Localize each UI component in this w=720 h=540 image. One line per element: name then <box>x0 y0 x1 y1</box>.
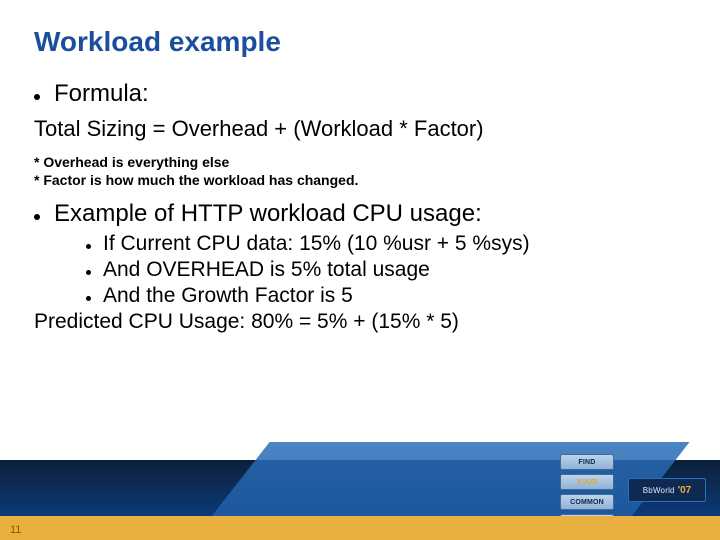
badge-label: YOUR <box>576 479 597 486</box>
predicted-text: Predicted CPU Usage: 80% = 5% + (15% * 5… <box>34 310 686 334</box>
example-heading: Example of HTTP workload CPU usage: <box>54 200 482 228</box>
logo: BbWorld '07 <box>628 478 706 502</box>
logo-text: BbWorld <box>643 486 675 495</box>
list-item: If Current CPU data: 15% (10 %usr + 5 %s… <box>86 232 686 256</box>
content-area: Workload example Formula: Total Sizing =… <box>0 0 720 334</box>
list-item: And the Growth Factor is 5 <box>86 284 686 308</box>
bullet-icon <box>86 244 91 249</box>
badge: COMMON <box>560 494 614 510</box>
formula-text: Total Sizing = Overhead + (Workload * Fa… <box>34 116 686 142</box>
list-item-text: And the Growth Factor is 5 <box>103 284 353 308</box>
bullet-icon <box>34 214 40 220</box>
formula-heading-row: Formula: <box>34 80 686 108</box>
bullet-icon <box>86 270 91 275</box>
bullet-icon <box>34 94 40 100</box>
badge-label: FIND <box>578 459 595 466</box>
formula-heading: Formula: <box>54 80 149 108</box>
list-item: And OVERHEAD is 5% total usage <box>86 258 686 282</box>
footer: FIND YOUR COMMON THREAD BbWorld '07 11 <box>0 460 720 540</box>
note-factor: * Factor is how much the workload has ch… <box>34 172 686 188</box>
bullet-icon <box>86 296 91 301</box>
badge: FIND <box>560 454 614 470</box>
slide: Workload example Formula: Total Sizing =… <box>0 0 720 540</box>
badge: YOUR <box>560 474 614 490</box>
logo-year: '07 <box>678 485 692 496</box>
footer-band: FIND YOUR COMMON THREAD BbWorld '07 <box>0 460 720 516</box>
note-overhead: * Overhead is everything else <box>34 154 686 170</box>
slide-title: Workload example <box>34 26 686 58</box>
example-list: If Current CPU data: 15% (10 %usr + 5 %s… <box>34 232 686 308</box>
page-number: 11 <box>10 524 21 536</box>
page-strip: 11 <box>0 516 720 540</box>
list-item-text: And OVERHEAD is 5% total usage <box>103 258 430 282</box>
badge-label: COMMON <box>570 499 604 506</box>
list-item-text: If Current CPU data: 15% (10 %usr + 5 %s… <box>103 232 530 256</box>
example-heading-row: Example of HTTP workload CPU usage: <box>34 200 686 228</box>
